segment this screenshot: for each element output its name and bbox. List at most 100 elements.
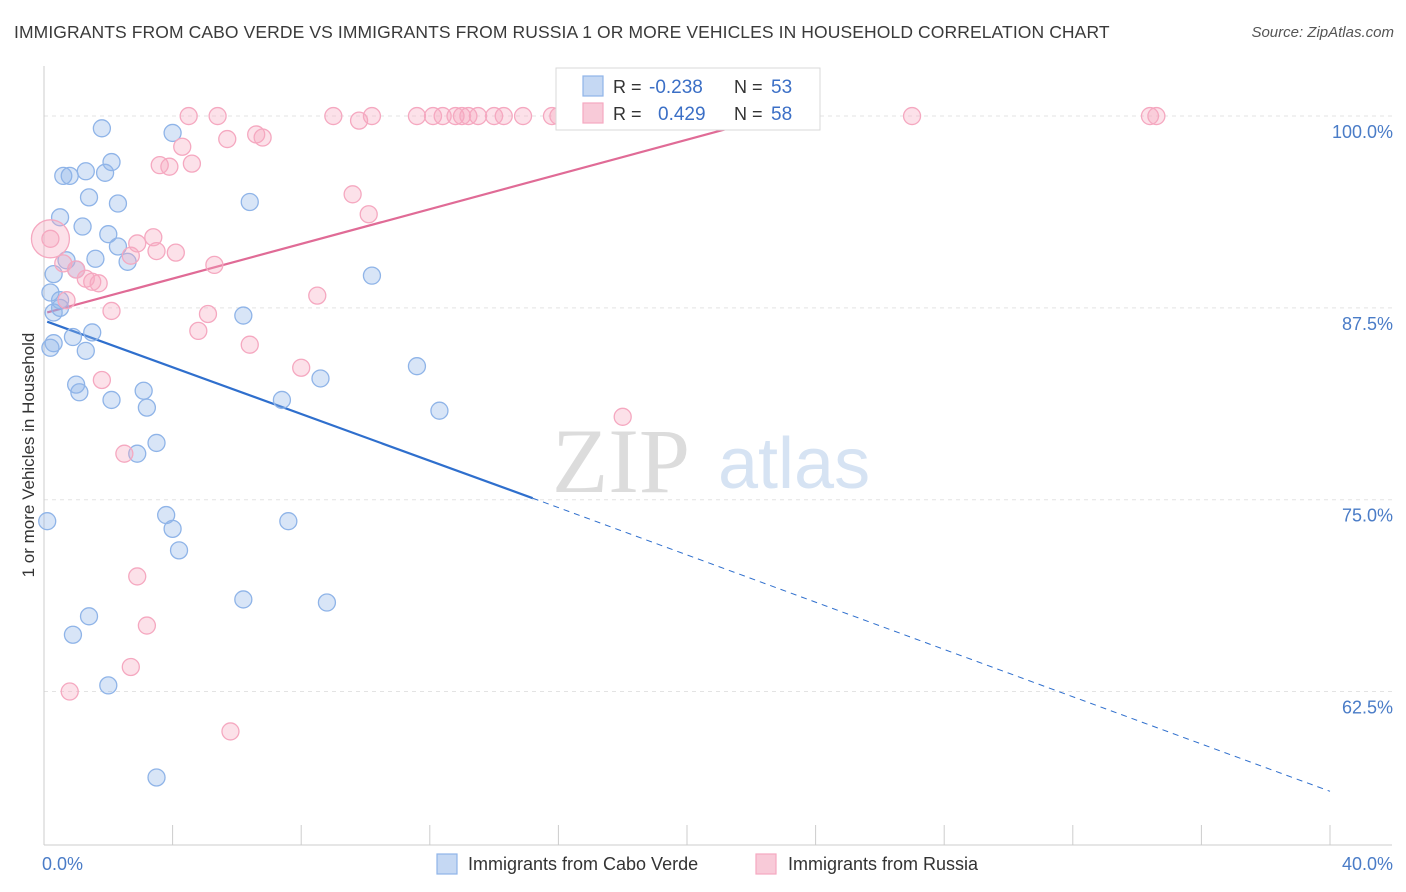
- bottom-legend-label-cabo-verde: Immigrants from Cabo Verde: [468, 854, 698, 874]
- y-axis-label: 1 or more Vehicles in Household: [19, 333, 38, 578]
- x-tick-labels: 0.0% 40.0%: [42, 854, 1393, 874]
- point-russia-54: [128, 567, 147, 586]
- y-tick-label-0: 100.0%: [1332, 122, 1393, 142]
- point-russia-28: [182, 154, 202, 173]
- point-russia-8: [446, 106, 465, 126]
- point-cabo-verde-45: [169, 541, 189, 560]
- legend-r-value-1: -0.238: [649, 77, 703, 98]
- point-russia-7: [433, 106, 452, 126]
- y-tick-label-3: 62.5%: [1342, 698, 1393, 718]
- point-cabo-verde-4: [60, 166, 79, 186]
- point-cabo-verde-47: [317, 593, 337, 612]
- watermark-atlas: atlas: [718, 424, 870, 504]
- point-russia-large: [30, 219, 71, 259]
- trend-lines: [46, 113, 1331, 792]
- axes: [43, 66, 1392, 846]
- point-cabo-verde-11: [73, 217, 92, 236]
- point-russia-53: [115, 444, 134, 463]
- point-cabo-verde-6: [95, 163, 115, 182]
- trend-line-cabo-verde-extension: [532, 497, 1331, 792]
- point-cabo-verde-39: [147, 433, 166, 453]
- point-cabo-verde-38: [430, 401, 449, 420]
- point-russia-52: [613, 407, 632, 426]
- point-cabo-verde-51: [147, 768, 166, 787]
- bottom-legend-label-russia: Immigrants from Russia: [788, 854, 979, 874]
- point-cabo-verde-24: [234, 306, 253, 325]
- point-russia-35: [166, 243, 185, 262]
- point-russia-44: [308, 286, 327, 305]
- legend-n-value-1: 53: [771, 77, 792, 98]
- point-russia-50: [292, 358, 311, 377]
- point-russia-21: [1140, 106, 1160, 126]
- watermark-zip: ZIP: [552, 410, 690, 512]
- point-russia-48: [189, 321, 208, 341]
- point-cabo-verde-44: [163, 519, 182, 539]
- legend-n-label-1: N =: [734, 77, 763, 97]
- point-cabo-verde-27: [83, 323, 102, 342]
- point-cabo-verde-12: [99, 225, 118, 244]
- point-russia-55: [137, 616, 157, 635]
- point-russia-47: [198, 304, 218, 324]
- point-cabo-verde-10: [50, 208, 70, 227]
- point-russia-51: [92, 370, 112, 390]
- point-russia-6: [423, 106, 443, 126]
- point-cabo-verde-42: [38, 512, 57, 531]
- chart-title: IMMIGRANTS FROM CABO VERDE VS IMMIGRANTS…: [14, 22, 1110, 42]
- point-russia-9: [452, 106, 472, 126]
- point-russia-11: [468, 106, 488, 126]
- point-russia-37: [121, 246, 140, 265]
- point-cabo-verde-19: [362, 266, 382, 285]
- point-cabo-verde-35: [102, 390, 121, 410]
- point-cabo-verde-8: [108, 194, 128, 213]
- x-tick-label-0: 0.0%: [42, 854, 83, 874]
- point-cabo-verde-28: [76, 341, 95, 360]
- y-tick-labels: 100.0% 87.5% 75.0% 62.5%: [1332, 122, 1393, 717]
- y-tick-label-1: 87.5%: [1342, 314, 1393, 334]
- point-cabo-verde-1: [163, 123, 182, 143]
- point-russia-56: [121, 657, 140, 677]
- point-russia-36: [205, 255, 224, 275]
- point-cabo-verde-31: [311, 369, 330, 388]
- legend-n-value-2: 58: [771, 104, 792, 125]
- point-russia-2: [324, 106, 343, 126]
- point-russia-43: [83, 272, 102, 291]
- point-cabo-verde-26: [63, 327, 83, 347]
- point-russia-27: [160, 157, 179, 176]
- point-cabo-verde-0: [92, 119, 112, 138]
- point-russia-32: [144, 228, 163, 247]
- data-points: [30, 106, 1166, 787]
- point-cabo-verde-3: [54, 166, 73, 186]
- point-russia-46: [102, 301, 121, 321]
- x-tick-label-1: 40.0%: [1342, 854, 1393, 874]
- point-russia-30: [343, 185, 362, 204]
- point-russia-23: [218, 129, 237, 149]
- point-cabo-verde-36: [272, 390, 292, 410]
- trend-line-cabo-verde: [46, 320, 534, 500]
- point-russia-13: [494, 106, 513, 126]
- point-cabo-verde-29: [41, 338, 60, 357]
- point-russia-57: [60, 682, 79, 701]
- point-cabo-verde-48: [79, 607, 99, 626]
- y-tick-label-2: 75.0%: [1342, 506, 1393, 526]
- point-russia-45: [57, 291, 76, 310]
- point-cabo-verde-49: [63, 625, 83, 644]
- point-cabo-verde-50: [99, 676, 118, 695]
- legend-r-label-2: R =: [613, 104, 642, 124]
- bottom-legend-swatch-cabo-verde: [436, 853, 458, 875]
- legend-n-label-2: N =: [734, 104, 763, 124]
- point-cabo-verde-34: [134, 381, 153, 400]
- point-russia-31: [359, 205, 378, 224]
- point-russia-34: [147, 241, 166, 261]
- point-russia-58: [221, 722, 240, 741]
- source-label: Source: ZipAtlas.com: [1251, 24, 1394, 41]
- point-russia-12: [484, 106, 504, 126]
- point-russia-49: [240, 335, 259, 354]
- point-russia-22: [1147, 106, 1166, 126]
- point-cabo-verde-40: [128, 444, 147, 463]
- point-cabo-verde-33: [70, 383, 89, 402]
- point-cabo-verde-43: [279, 512, 298, 531]
- watermark: ZIP atlas: [552, 410, 870, 512]
- legend-r-value-2: 0.429: [658, 104, 706, 125]
- trend-line-russia: [46, 113, 781, 314]
